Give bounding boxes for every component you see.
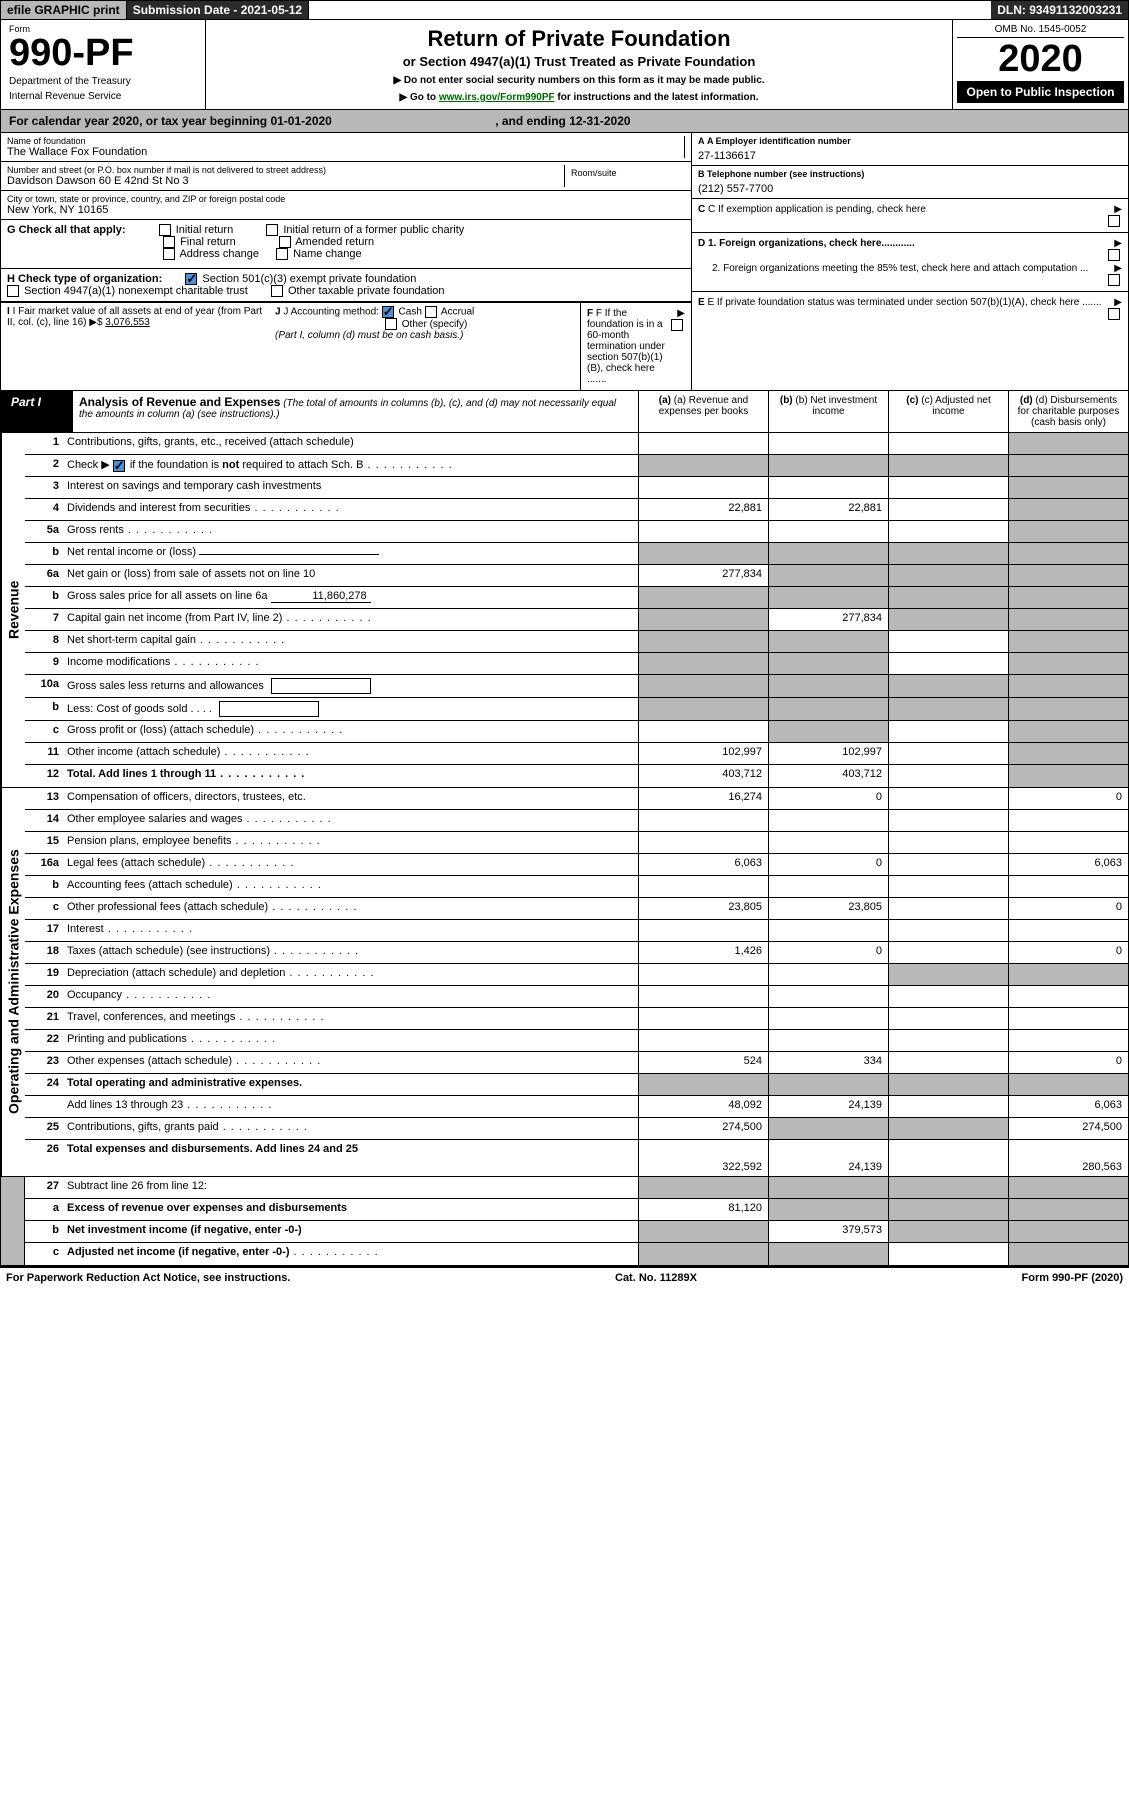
l6b-val: 11,860,278 [271, 590, 371, 603]
name-label: Name of foundation [7, 136, 684, 146]
info-block: Name of foundation The Wallace Fox Found… [0, 133, 1129, 391]
checkbox-4947[interactable] [7, 285, 19, 297]
form-header: Form 990-PF Department of the Treasury I… [0, 20, 1129, 110]
instruction-1: ▶ Do not enter social security numbers o… [212, 75, 946, 86]
checkbox-accrual[interactable] [425, 306, 437, 318]
part1-header: Part I Analysis of Revenue and Expenses … [0, 391, 1129, 433]
revenue-side-label: Revenue [1, 433, 25, 787]
title-box: Return of Private Foundation or Section … [206, 20, 953, 109]
checkbox-name-change[interactable] [276, 248, 288, 260]
l11-b: 102,997 [768, 743, 888, 764]
section-h: H Check type of organization: Section 50… [1, 269, 691, 302]
room-suite-label: Room/suite [565, 165, 685, 187]
irs-label: Internal Revenue Service [9, 91, 197, 102]
form-number-box: Form 990-PF Department of the Treasury I… [1, 20, 206, 109]
foundation-name: The Wallace Fox Foundation [7, 146, 684, 158]
checkbox-final-return[interactable] [163, 236, 175, 248]
checkbox-c[interactable] [1108, 215, 1120, 227]
checkbox-501c3[interactable] [185, 273, 197, 285]
section-g: G Check all that apply: Initial return I… [1, 220, 691, 269]
l4-a: 22,881 [638, 499, 768, 520]
dept-treasury: Department of the Treasury [9, 76, 197, 87]
city-state-zip: New York, NY 10165 [7, 204, 685, 216]
l4-b: 22,881 [768, 499, 888, 520]
cat-no: Cat. No. 11289X [615, 1272, 697, 1284]
checkbox-other-taxable[interactable] [271, 285, 283, 297]
ein: 27-1136617 [698, 150, 1122, 162]
address: Davidson Dawson 60 E 42nd St No 3 [7, 175, 564, 187]
checkbox-sch-b[interactable] [113, 460, 125, 472]
city-label: City or town, state or province, country… [7, 194, 685, 204]
col-c-header: (c) (c) Adjusted net income [888, 391, 1008, 432]
l12-a: 403,712 [638, 765, 768, 787]
l7-b: 277,834 [768, 609, 888, 630]
top-bar: efile GRAPHIC print Submission Date - 20… [0, 0, 1129, 20]
checkbox-d2[interactable] [1108, 274, 1120, 286]
phone: (212) 557-7700 [698, 183, 1122, 195]
calendar-year-row: For calendar year 2020, or tax year begi… [0, 110, 1129, 133]
l6a-a: 277,834 [638, 565, 768, 586]
col-a-header: (a) (a) Revenue and expenses per books [638, 391, 768, 432]
tax-year: 2020 [957, 38, 1124, 81]
page-footer: For Paperwork Reduction Act Notice, see … [0, 1266, 1129, 1288]
address-label: Number and street (or P.O. box number if… [7, 165, 564, 175]
checkbox-f[interactable] [671, 319, 683, 331]
fmv-value: 3,076,553 [105, 317, 150, 328]
checkbox-initial-return[interactable] [159, 224, 171, 236]
part1-table: Revenue 1Contributions, gifts, grants, e… [0, 433, 1129, 1266]
col-b-header: (b) (b) Net investment income [768, 391, 888, 432]
omb-number: OMB No. 1545-0052 [957, 24, 1124, 38]
checkbox-amended[interactable] [279, 236, 291, 248]
checkbox-d1[interactable] [1108, 249, 1120, 261]
form-number: 990-PF [9, 34, 197, 72]
form-ref: Form 990-PF (2020) [1022, 1272, 1124, 1284]
l12-b: 403,712 [768, 765, 888, 787]
subtitle: or Section 4947(a)(1) Trust Treated as P… [212, 54, 946, 69]
form-link[interactable]: www.irs.gov/Form990PF [439, 92, 555, 103]
dln: DLN: 93491132003231 [991, 1, 1128, 19]
efile-label[interactable]: efile GRAPHIC print [1, 1, 127, 19]
paperwork-notice: For Paperwork Reduction Act Notice, see … [6, 1272, 290, 1284]
col-d-header: (d) (d) Disbursements for charitable pur… [1008, 391, 1128, 432]
checkbox-cash[interactable] [382, 306, 394, 318]
l11-a: 102,997 [638, 743, 768, 764]
l27b-b: 379,573 [768, 1221, 888, 1242]
l27a-a: 81,120 [638, 1199, 768, 1220]
checkbox-address-change[interactable] [163, 248, 175, 260]
submission-date: Submission Date - 2021-05-12 [127, 1, 309, 19]
expenses-side-label: Operating and Administrative Expenses [1, 788, 25, 1176]
main-title: Return of Private Foundation [212, 26, 946, 52]
open-public-badge: Open to Public Inspection [957, 81, 1124, 103]
part1-label: Part I [1, 391, 73, 432]
instruction-2: ▶ Go to www.irs.gov/Form990PF for instru… [212, 92, 946, 103]
checkbox-e[interactable] [1108, 308, 1120, 320]
checkbox-initial-public[interactable] [266, 224, 278, 236]
year-box: OMB No. 1545-0052 2020 Open to Public In… [953, 20, 1128, 109]
